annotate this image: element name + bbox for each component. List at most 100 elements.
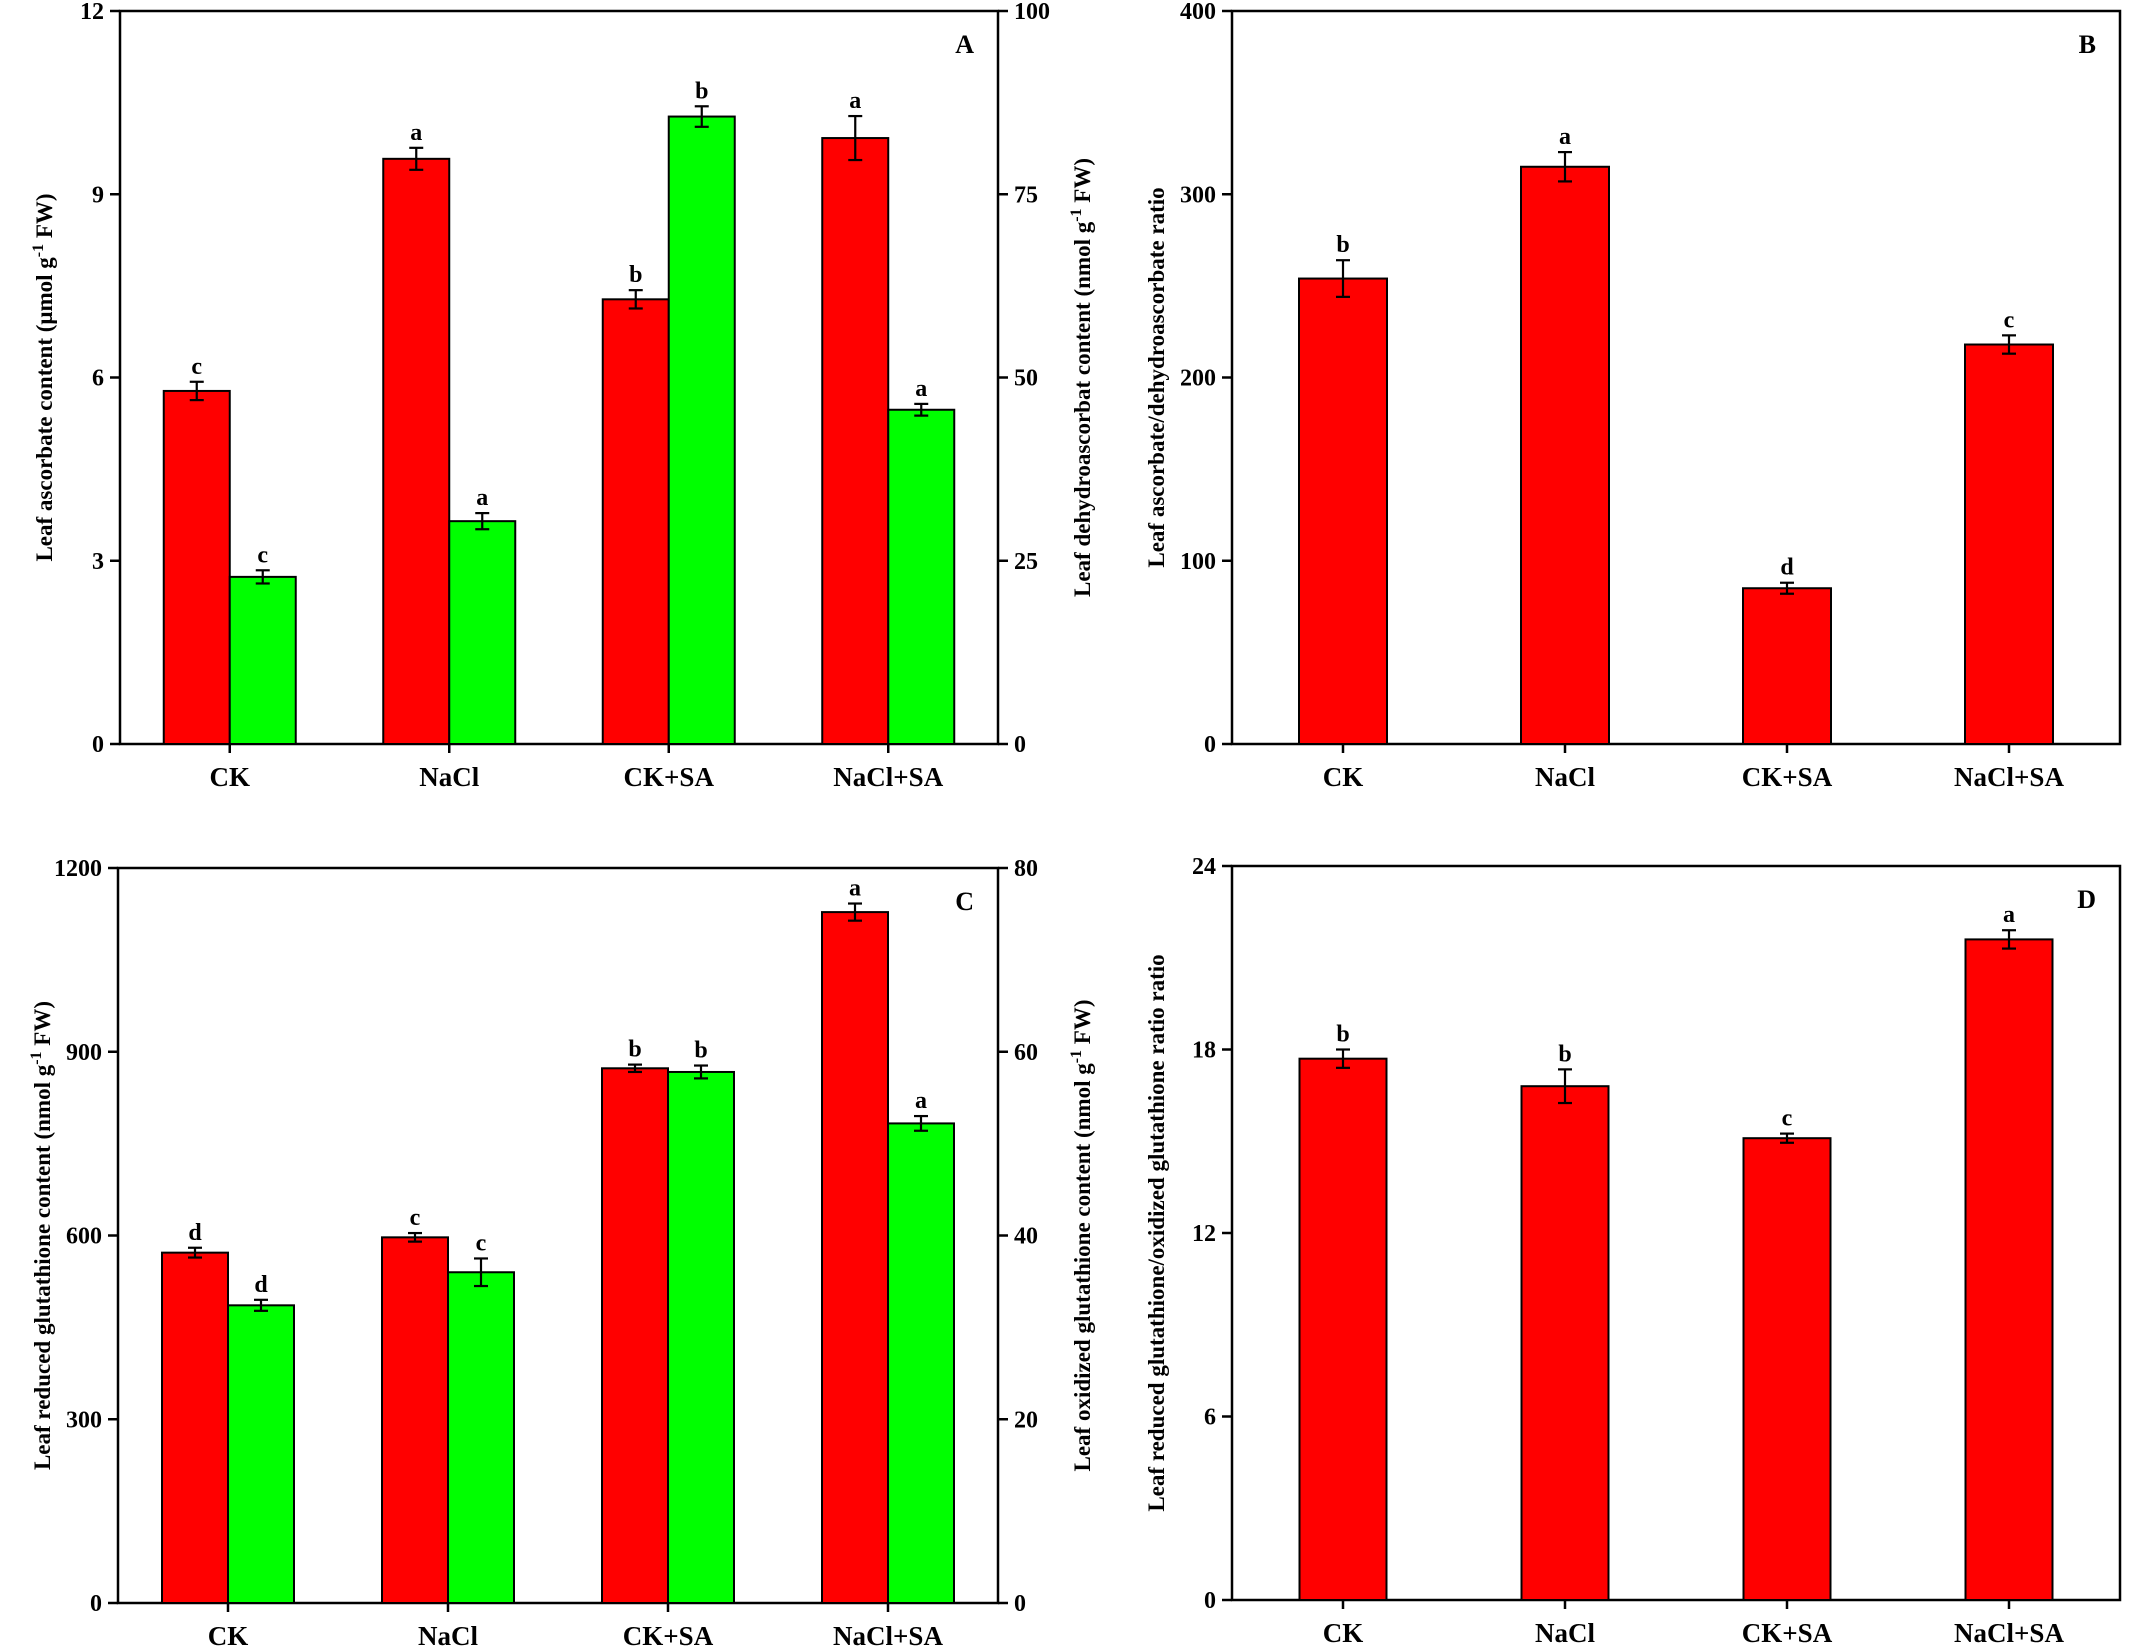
bar xyxy=(381,1236,449,1605)
significance-label: c xyxy=(476,1230,487,1256)
error-bar xyxy=(848,902,862,922)
panel-letter: A xyxy=(955,30,974,59)
bar xyxy=(821,137,890,745)
y-right-tick-label: 0 xyxy=(1014,732,1026,758)
error-bar xyxy=(1336,1048,1350,1069)
x-tick-label: CK+SA xyxy=(1742,1618,1833,1646)
bar xyxy=(227,1304,295,1604)
significance-label: a xyxy=(2003,902,2015,928)
panel-C: 0 300 600 900 1200 0 20 40 60 80 CK NaCl CK+SA NaCl+S… xyxy=(28,856,1095,1646)
significance-label: d xyxy=(188,1220,202,1246)
significance-label: a xyxy=(849,88,861,114)
error-bar xyxy=(1558,1068,1572,1105)
error-bar xyxy=(628,1063,642,1074)
error-bar xyxy=(188,1246,202,1259)
bar xyxy=(1520,1085,1610,1601)
x-tick-label: CK xyxy=(210,762,251,792)
bar xyxy=(667,115,736,745)
bar xyxy=(1964,343,2054,745)
bar xyxy=(1742,1137,1832,1601)
significance-label: b xyxy=(1558,1041,1571,1067)
y-tick-label: 400 xyxy=(1180,0,1216,25)
panel-letter: B xyxy=(2079,30,2096,59)
error-bar xyxy=(1336,259,1350,298)
significance-label: a xyxy=(410,120,422,146)
x-tick-label: NaCl xyxy=(1535,762,1595,792)
significance-label: d xyxy=(1780,555,1794,581)
error-bar xyxy=(914,402,929,417)
error-bar xyxy=(1558,151,1572,183)
error-bar xyxy=(694,1064,708,1080)
x-tick-label: CK xyxy=(1323,762,1364,792)
x-tick-label: NaCl xyxy=(418,1621,478,1646)
significance-label: b xyxy=(694,1038,707,1064)
y-right-tick-label: 0 xyxy=(1014,1591,1026,1617)
panel-B: 0 100 200 300 400 CK NaCl CK+SA NaCl+SA b a d c B Leaf… xyxy=(1144,0,2122,792)
significance-label: a xyxy=(849,876,861,902)
bar xyxy=(601,298,670,745)
y-tick-label: 6 xyxy=(92,366,104,392)
significance-label: b xyxy=(1336,1022,1349,1048)
y-right-tick-label: 20 xyxy=(1014,1407,1038,1433)
error-bar xyxy=(474,1257,488,1288)
bar xyxy=(1520,165,1610,745)
panel-letter: D xyxy=(2077,885,2096,914)
bar xyxy=(448,520,517,746)
bar xyxy=(228,575,297,745)
bar xyxy=(447,1271,515,1604)
y-tick-label: 6 xyxy=(1204,1405,1216,1431)
y-axis-title: Leaf ascorbate/dehydroascorbate ratio xyxy=(1144,187,1169,567)
y-tick-label: 3 xyxy=(92,549,104,575)
y-right-tick-label: 40 xyxy=(1014,1224,1038,1250)
bar xyxy=(601,1067,669,1604)
bar xyxy=(821,911,889,1604)
y-tick-label: 100 xyxy=(1180,549,1216,575)
y-right-tick-label: 75 xyxy=(1014,182,1038,208)
y-axis-title: Leaf ascorbate content (μmol g-1 FW) xyxy=(30,193,57,561)
error-bar xyxy=(2002,334,2016,355)
x-tick-label: NaCl+SA xyxy=(833,1621,943,1646)
bar xyxy=(162,389,231,745)
significance-label: b xyxy=(629,262,642,288)
x-tick-label: NaCl+SA xyxy=(1954,762,2064,792)
error-bar xyxy=(254,1298,268,1312)
error-bar xyxy=(409,146,424,171)
y-tick-label: 1200 xyxy=(54,856,102,882)
y-right-axis-title: Leaf oxidized glutathione content (nmol … xyxy=(1068,999,1095,1471)
significance-label: b xyxy=(1336,232,1349,258)
significance-label: c xyxy=(410,1205,421,1231)
y-tick-label: 18 xyxy=(1192,1038,1216,1064)
y-tick-label: 200 xyxy=(1180,366,1216,392)
x-tick-label: NaCl xyxy=(1535,1618,1595,1646)
error-bar xyxy=(628,289,643,310)
x-tick-label: CK+SA xyxy=(1742,762,1833,792)
error-bar xyxy=(848,114,863,162)
bar xyxy=(1298,277,1388,745)
y-tick-label: 600 xyxy=(66,1224,102,1250)
error-bar xyxy=(914,1114,928,1132)
y-right-axis-title: Leaf dehydroascorbat content (nmol g-1 F… xyxy=(1068,158,1095,597)
y-tick-label: 12 xyxy=(80,0,104,25)
y-right-tick-label: 80 xyxy=(1014,856,1038,882)
x-tick-label: CK xyxy=(208,1621,249,1646)
significance-label: a xyxy=(1559,124,1571,150)
panel-D: 0 6 12 18 24 CK NaCl CK+SA NaCl+SA b b c a D Leaf redu… xyxy=(1144,854,2122,1646)
error-bar xyxy=(694,105,709,128)
significance-label: c xyxy=(191,354,202,380)
bar xyxy=(1964,938,2054,1601)
y-right-tick-label: 60 xyxy=(1014,1040,1038,1066)
y-tick-label: 12 xyxy=(1192,1221,1216,1247)
x-tick-label: NaCl xyxy=(419,762,479,792)
error-bar xyxy=(255,569,270,585)
significance-label: c xyxy=(2004,307,2015,333)
significance-label: c xyxy=(1782,1106,1793,1132)
error-bar xyxy=(1780,1132,1794,1144)
significance-label: a xyxy=(476,485,488,511)
error-bar xyxy=(408,1231,422,1243)
y-tick-label: 0 xyxy=(1204,1588,1216,1614)
significance-label: d xyxy=(254,1272,268,1298)
significance-label: b xyxy=(628,1037,641,1063)
panel-letter: C xyxy=(955,887,974,916)
error-bar xyxy=(2002,929,2016,950)
